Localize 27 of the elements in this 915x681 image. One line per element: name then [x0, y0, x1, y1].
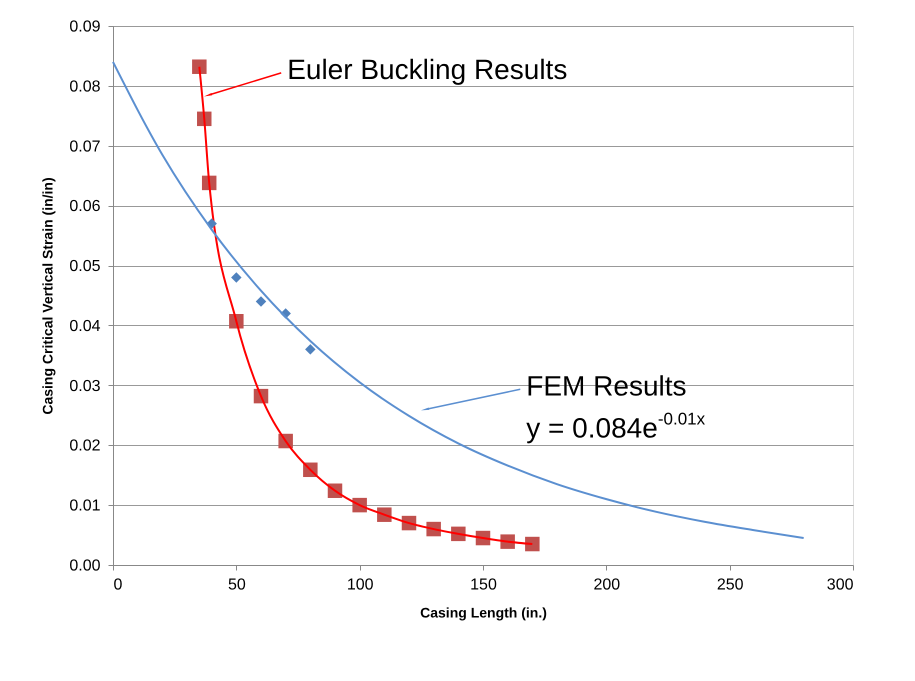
y-tick-label: 0.09 [69, 18, 101, 36]
x-tick-label: 250 [716, 576, 744, 594]
y-tick-label: 0.05 [69, 258, 101, 276]
y-tick-label: 0.01 [69, 498, 101, 515]
x-tick-label: 300 [826, 576, 854, 594]
y-tick-label: 0.07 [69, 138, 101, 156]
y-tick-label: 0.00 [69, 558, 101, 574]
y-tick-label: 0.08 [69, 78, 101, 96]
annotation: Euler Buckling Results [287, 54, 568, 85]
x-tick-label: 150 [470, 576, 497, 594]
y-tick-label: 0.04 [69, 318, 101, 335]
line-series [112, 60, 805, 540]
point [256, 296, 266, 307]
y-tick-label: 0.06 [69, 198, 101, 216]
point [525, 536, 540, 552]
x-tick-label: 0 [114, 576, 122, 594]
annotation: FEM Results [526, 370, 687, 402]
point [192, 59, 207, 74]
point [231, 272, 242, 283]
x-tick-label: 200 [593, 576, 620, 594]
x-tick-label: 100 [346, 576, 374, 594]
y-tick-label: 0.03 [69, 378, 101, 395]
x-axis-title: Casing Length (in.) [420, 604, 547, 620]
y-axis-title: Casing Critical Vertical Strain (in/in) [39, 177, 56, 415]
point [305, 344, 316, 355]
x-tick-label: 50 [228, 576, 246, 594]
y-tick-label: 0.02 [69, 438, 101, 455]
